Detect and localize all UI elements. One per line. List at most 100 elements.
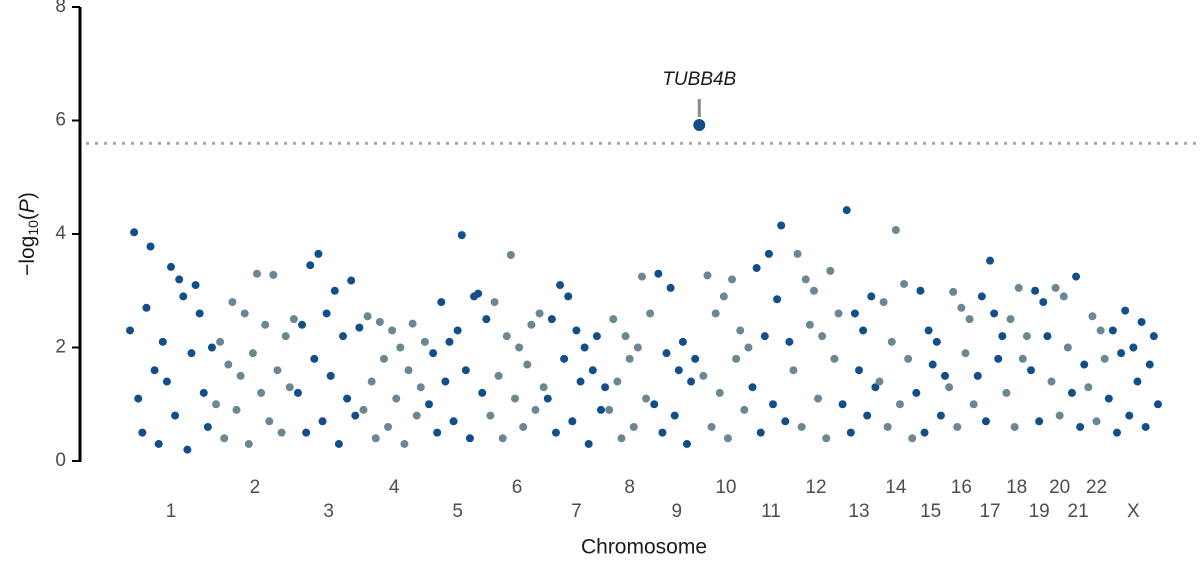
chromosome-label: 8: [624, 477, 635, 498]
y-tick-label: 6: [55, 110, 66, 131]
snp-point: [130, 228, 139, 237]
y-tick-label: 0: [55, 450, 66, 471]
snp-point: [1059, 292, 1068, 301]
snp-point: [879, 298, 888, 307]
snp-point: [1055, 411, 1064, 420]
snp-point: [707, 422, 716, 431]
snp-point: [1039, 298, 1048, 307]
snp-point: [298, 320, 307, 329]
snp-point: [199, 388, 208, 397]
snp-point: [441, 377, 450, 386]
snp-point: [187, 349, 196, 358]
snp-point: [1108, 326, 1117, 335]
snp-point: [523, 360, 532, 369]
snp-point: [220, 434, 229, 443]
snp-point: [617, 434, 626, 443]
snp-point: [855, 366, 863, 375]
snp-point: [502, 332, 511, 341]
snp-point: [142, 303, 151, 312]
snp-point: [941, 371, 949, 380]
snp-point: [158, 337, 167, 346]
snp-point: [887, 337, 896, 346]
snp-point: [916, 286, 925, 295]
snp-point: [719, 292, 728, 301]
snp-point: [416, 383, 425, 392]
chromosome-label: 4: [389, 477, 400, 498]
snp-point: [257, 388, 266, 397]
y-title-part: −log: [16, 236, 39, 276]
chromosome-label: 6: [512, 477, 523, 498]
snp-point: [527, 320, 536, 329]
snp-point: [265, 417, 274, 426]
snp-point: [1063, 343, 1072, 352]
snp-point: [363, 312, 372, 321]
snp-point: [715, 388, 724, 397]
snp-point: [1027, 366, 1035, 375]
snp-point: [519, 422, 528, 431]
snp-point-highlight: [693, 119, 706, 132]
snp-point: [126, 326, 135, 335]
snp-point: [150, 366, 159, 375]
snp-point: [834, 309, 843, 318]
snp-point: [859, 326, 868, 335]
snp-point: [785, 337, 794, 346]
snp-point: [1014, 283, 1023, 292]
snp-point: [191, 281, 200, 290]
snp-point: [863, 411, 872, 420]
snp-point: [367, 377, 376, 386]
snp-point: [543, 394, 552, 403]
snp-point: [179, 292, 188, 301]
snp-point: [949, 287, 958, 296]
snp-point: [1031, 286, 1040, 295]
snp-point: [981, 417, 990, 426]
chromosome-label: X: [1127, 501, 1140, 522]
snp-point: [662, 349, 671, 358]
snp-point: [658, 428, 667, 437]
snp-point: [437, 298, 446, 307]
snp-point: [678, 337, 687, 346]
snp-point: [314, 249, 323, 258]
snp-point: [744, 343, 753, 352]
snp-point: [449, 417, 458, 426]
snp-point: [756, 428, 765, 437]
snp-point: [924, 326, 933, 335]
snp-point: [461, 366, 470, 375]
snp-point: [420, 337, 429, 346]
snp-point: [1018, 354, 1027, 363]
snp-point: [674, 366, 683, 375]
snp-point: [846, 428, 855, 437]
snp-point: [392, 394, 401, 403]
snp-point: [838, 400, 847, 409]
snp-point: [146, 242, 155, 251]
snp-point: [379, 354, 388, 363]
snp-point: [302, 428, 311, 437]
chromosome-label: 3: [323, 501, 334, 522]
snp-point: [650, 400, 659, 409]
snp-point: [588, 366, 597, 375]
snp-point: [748, 383, 757, 392]
snp-point: [1121, 306, 1130, 315]
snp-point: [703, 271, 712, 280]
snp-point: [1002, 388, 1011, 397]
snp-point: [306, 261, 315, 270]
snp-point: [154, 439, 163, 448]
snp-point: [400, 439, 409, 448]
snp-point: [408, 319, 417, 328]
snp-point: [1088, 312, 1097, 321]
snp-point: [465, 434, 474, 443]
snp-point: [277, 428, 286, 437]
snp-point: [207, 343, 216, 352]
snp-point: [1051, 283, 1060, 292]
snp-point: [1084, 383, 1093, 392]
snp-point: [1006, 315, 1015, 324]
snp-point: [228, 298, 237, 307]
y-title-part: ): [16, 192, 39, 199]
snp-point: [1010, 422, 1019, 431]
snp-point: [850, 309, 859, 318]
y-tick-label: 2: [55, 337, 66, 358]
snp-point: [240, 309, 249, 318]
snp-point: [1137, 317, 1146, 326]
snp-point: [1076, 422, 1085, 431]
snp-point: [396, 343, 405, 352]
